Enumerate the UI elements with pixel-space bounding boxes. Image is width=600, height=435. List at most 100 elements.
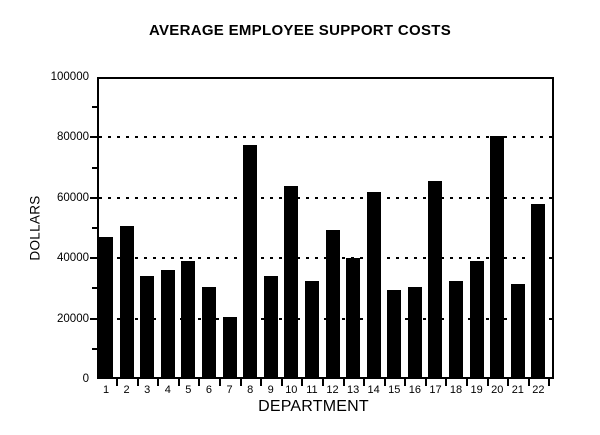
y-tick-label-20000: 20000 [57,312,89,325]
bar-dept-22 [531,204,546,377]
bar-slot-1 [99,79,120,377]
x-tick-label-18: 18 [449,384,463,396]
x-tick-label-21: 21 [511,384,524,396]
bar-slot-19 [469,79,491,377]
bar-slot-17 [428,79,449,377]
bar-dept-20 [490,136,505,377]
x-tick-label-1: 1 [102,384,110,396]
x-tick-mark-1 [116,379,118,386]
bar-dept-18 [449,281,464,377]
y-tick-label-100000: 100000 [50,71,89,83]
bar-dept-11 [304,281,319,377]
bar-dept-19 [469,261,484,377]
bar-dept-4 [160,270,175,377]
x-tick-label-13: 13 [346,384,360,396]
bar-slot-5 [181,79,202,377]
x-tick-mark-9 [280,379,283,386]
y-tick-mark-80000 [90,136,97,139]
bar-slot-3 [140,79,161,377]
bar-slot-16 [407,79,429,377]
x-tick-label-8: 8 [247,384,254,396]
bar-dept-6 [201,287,216,377]
x-tick-label-3: 3 [144,384,151,396]
bar-slot-18 [449,79,470,377]
x-axis: 1 2 3 4 5 6 7 8 9 10 11 12 13 14 15 16 17 18 19 20 21 22 [99,379,552,409]
bar-slot-9 [263,79,285,377]
bar-dept-10 [284,186,299,377]
gridline-80000 [99,136,552,139]
x-tick-mark-20 [507,379,510,386]
x-tick-mark-2 [136,379,139,386]
gridline-60000 [99,196,552,199]
bar-slot-4 [160,79,182,377]
x-tick-mark-18 [466,379,469,386]
bar-slot-7 [222,79,244,377]
x-tick-label-6: 6 [205,384,213,396]
y-tick-label-60000: 60000 [57,191,89,204]
x-tick-label-15: 15 [388,384,401,396]
bar-slot-14 [366,79,388,377]
bar-dept-7 [222,317,237,377]
y-tick-mark-60000 [90,196,97,199]
bar-dept-13 [346,258,361,377]
bar-slot-10 [284,79,305,377]
bar-slot-6 [201,79,223,377]
x-tick-label-12: 12 [326,384,339,396]
x-axis-title: DEPARTMENT [258,398,369,415]
y-tick-mark-20000 [90,317,97,320]
x-tick-mark-12 [342,379,345,386]
y-tick-mark-70000 [92,166,97,169]
x-tick-mark-13 [363,379,366,386]
y-tick-label-40000: 40000 [57,252,89,265]
x-tick-mark-14 [383,379,386,386]
x-tick-label-4: 4 [164,384,171,396]
bar-slot-15 [387,79,408,377]
y-axis-title: DOLLARS [27,195,43,261]
x-tick-label-11: 11 [306,384,318,396]
x-tick-mark-3 [157,379,160,386]
bar-dept-9 [263,276,278,377]
x-tick-label-17: 17 [429,384,442,396]
y-tick-mark-50000 [92,227,97,229]
bar-dept-16 [407,287,422,377]
bar-dept-14 [366,192,381,377]
x-tick-mark-16 [424,379,427,386]
x-tick-mark-5 [198,379,201,386]
y-tick-mark-90000 [92,106,97,109]
bar-slot-2 [119,79,141,377]
bar-dept-8 [243,145,258,377]
bar-slot-12 [325,79,347,377]
x-tick-mark-6 [218,379,221,386]
x-tick-label-16: 16 [408,384,421,396]
bar-dept-3 [140,276,155,377]
x-tick-label-9: 9 [267,384,274,396]
x-tick-mark-4 [177,379,180,386]
bar-dept-15 [387,290,402,377]
bar-dept-12 [325,230,340,377]
plot-area [97,77,554,379]
chart-title: AVERAGE EMPLOYEE SUPPORT COSTS [148,22,452,39]
y-tick-mark-40000 [90,257,97,260]
bar-slot-13 [346,79,367,377]
bar-slot-11 [304,79,326,377]
x-tick-label-7: 7 [226,384,233,396]
x-tick-label-20: 20 [491,384,504,396]
bar-dept-17 [428,181,443,377]
x-tick-label-2: 2 [123,384,130,396]
bar-series [99,79,552,377]
bar-dept-5 [181,261,196,377]
y-tick-mark-30000 [92,287,97,290]
x-tick-mark-7 [239,379,242,386]
y-tick-label-0: 0 [82,373,89,385]
x-tick-mark-15 [404,379,407,386]
x-tick-mark-17 [445,379,448,386]
x-tick-mark-8 [260,379,263,386]
x-tick-mark-22 [548,379,551,386]
x-tick-mark-21 [527,379,530,386]
bar-slot-8 [243,79,264,377]
x-tick-mark-11 [321,379,324,386]
bar-dept-1 [99,237,113,377]
x-tick-label-19: 19 [470,384,483,396]
bar-dept-21 [510,284,525,377]
